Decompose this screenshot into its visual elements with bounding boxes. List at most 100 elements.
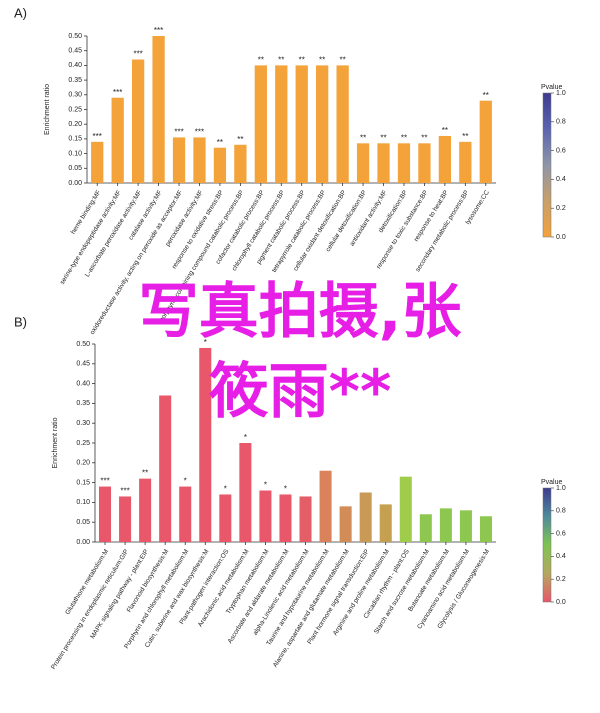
significance-label: ** bbox=[258, 56, 264, 65]
bar bbox=[199, 347, 212, 542]
bar bbox=[213, 147, 227, 183]
significance-label: ** bbox=[401, 133, 407, 142]
bar bbox=[459, 510, 472, 542]
y-tick-label: 0.45 bbox=[76, 361, 90, 368]
bar bbox=[399, 476, 412, 542]
bar bbox=[319, 470, 332, 542]
bar bbox=[359, 492, 372, 542]
significance-label: *** bbox=[100, 477, 109, 486]
y-tick-label: 0.00 bbox=[76, 539, 90, 546]
bar bbox=[397, 143, 411, 183]
significance-label: ** bbox=[380, 133, 386, 142]
bar bbox=[479, 100, 492, 183]
bar bbox=[234, 144, 247, 183]
significance-label: * bbox=[184, 477, 187, 486]
y-tick-label: 0.30 bbox=[68, 92, 82, 99]
bar bbox=[316, 65, 329, 183]
y-tick-label: 0.45 bbox=[68, 48, 82, 55]
colorbar-tick-label: 0.0 bbox=[556, 599, 566, 606]
significance-label: ** bbox=[142, 469, 148, 478]
colorbar-tick-label: 0.2 bbox=[556, 205, 566, 212]
bar bbox=[91, 141, 104, 183]
y-tick-label: 0.25 bbox=[68, 106, 82, 113]
bar bbox=[111, 97, 124, 183]
bar bbox=[219, 494, 232, 542]
y-tick-label: 0.05 bbox=[68, 165, 82, 172]
colorbar-tick-label: 0.4 bbox=[556, 176, 566, 183]
bar bbox=[254, 65, 267, 183]
significance-label: *** bbox=[113, 88, 122, 97]
significance-label: ** bbox=[462, 132, 468, 141]
significance-label: ** bbox=[340, 56, 346, 65]
significance-label: *** bbox=[174, 128, 183, 137]
y-tick-label: 0.35 bbox=[68, 77, 82, 84]
y-tick-label: 0.05 bbox=[76, 519, 90, 526]
bar bbox=[479, 516, 492, 542]
bar bbox=[179, 486, 192, 542]
y-tick-label: 0.10 bbox=[68, 150, 82, 157]
significance-label: ** bbox=[299, 56, 305, 65]
colorbar-title: Pvalue bbox=[541, 84, 563, 91]
y-tick-label: 0.50 bbox=[68, 33, 82, 40]
significance-label: * bbox=[264, 481, 267, 490]
bar bbox=[193, 137, 206, 183]
colorbar-tick-label: 0.6 bbox=[556, 147, 566, 154]
bar bbox=[377, 143, 390, 183]
overlay-text: 筱雨** bbox=[208, 357, 392, 427]
y-tick-label: 0.40 bbox=[76, 380, 90, 387]
bar bbox=[159, 395, 172, 542]
y-tick-label: 0.40 bbox=[68, 62, 82, 69]
significance-label: * bbox=[204, 338, 207, 347]
significance-label: ** bbox=[278, 56, 284, 65]
colorbar-tick-label: 0.8 bbox=[556, 508, 566, 515]
colorbar-tick-label: 0.8 bbox=[556, 119, 566, 126]
significance-label: ** bbox=[217, 138, 223, 147]
significance-label: ** bbox=[360, 133, 366, 142]
colorbar-tick-label: 0.0 bbox=[556, 234, 566, 241]
bar bbox=[439, 508, 452, 542]
significance-label: *** bbox=[120, 487, 129, 496]
bar bbox=[379, 504, 392, 542]
y-tick-label: 0.20 bbox=[76, 460, 90, 467]
significance-label: ** bbox=[319, 56, 325, 65]
y-tick-label: 0.00 bbox=[68, 180, 82, 187]
bar bbox=[119, 496, 132, 542]
significance-label: ** bbox=[483, 91, 489, 100]
panel-label: A) bbox=[14, 5, 27, 20]
significance-label: * bbox=[284, 485, 287, 494]
significance-label: ** bbox=[421, 133, 427, 142]
colorbar-tick-label: 0.6 bbox=[556, 530, 566, 537]
y-tick-label: 0.25 bbox=[76, 440, 90, 447]
colorbar-tick-label: 0.2 bbox=[556, 576, 566, 583]
colorbar bbox=[542, 487, 552, 603]
colorbar bbox=[542, 92, 552, 238]
bar bbox=[295, 65, 308, 183]
bar bbox=[279, 494, 292, 542]
bar bbox=[459, 141, 472, 183]
colorbar-title: Pvalue bbox=[541, 479, 563, 486]
overlay-text: 写真拍摄,张 bbox=[138, 277, 462, 347]
bar bbox=[131, 59, 145, 183]
y-tick-label: 0.15 bbox=[76, 479, 90, 486]
bar bbox=[259, 490, 272, 542]
x-tick-label: antioxidant activity:MF bbox=[349, 189, 389, 247]
y-tick-label: 0.30 bbox=[76, 420, 90, 427]
y-axis-label: Enrichment ratio bbox=[44, 84, 51, 135]
panel-label: B) bbox=[14, 314, 27, 329]
bar bbox=[152, 36, 165, 183]
y-tick-label: 0.20 bbox=[68, 121, 82, 128]
significance-label: *** bbox=[133, 50, 142, 59]
bar bbox=[172, 137, 186, 183]
significance-label: *** bbox=[93, 132, 102, 141]
y-tick-label: 0.35 bbox=[76, 400, 90, 407]
bar bbox=[339, 506, 352, 542]
bar bbox=[275, 65, 288, 183]
bar bbox=[239, 443, 252, 542]
y-tick-label: 0.50 bbox=[76, 341, 90, 348]
significance-label: ** bbox=[237, 135, 243, 144]
significance-label: *** bbox=[154, 26, 163, 35]
colorbar-tick-label: 0.4 bbox=[556, 553, 566, 560]
bar bbox=[299, 496, 312, 542]
